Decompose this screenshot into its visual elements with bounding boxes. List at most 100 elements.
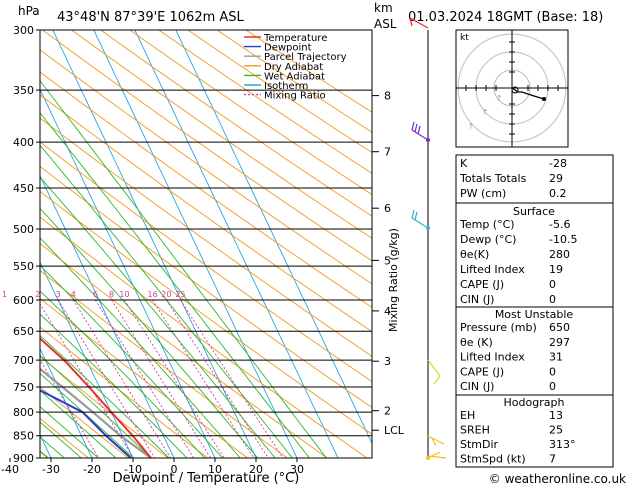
hodograph-storm-motion: [542, 97, 546, 101]
table-row-label: Lifted Index: [460, 351, 525, 364]
legend-label: Mixing Ratio: [264, 91, 326, 102]
wet-adiabat-line: [0, 30, 258, 458]
mixing-ratio-line: [181, 300, 284, 458]
table-row-value: 0: [549, 365, 556, 378]
pressure-tick-label: 500: [13, 223, 34, 236]
wind-barb-500: [412, 210, 430, 230]
table-row-label: θe(K): [460, 248, 489, 261]
km-tick-label: 3: [384, 355, 391, 368]
mixing-ratio-label: 4: [71, 290, 76, 299]
km-tick-label: 6: [384, 202, 391, 215]
wind-barb-400: [412, 122, 430, 142]
table-row-value: 0.2: [549, 187, 567, 200]
table-row-label: Lifted Index: [460, 263, 525, 276]
table-row-value: -5.6: [549, 218, 570, 231]
table-row-label: Temp (°C): [459, 218, 515, 231]
table-row-value: 7: [549, 453, 556, 466]
mixing-ratio-axis-label: Mixing Ratio (g/kg): [387, 228, 400, 332]
mixing-ratio-label: 2: [35, 290, 40, 299]
table-row-value: -28: [549, 157, 567, 170]
mixing-ratio-label: 25: [175, 290, 185, 299]
table-row-label: Totals Totals: [459, 172, 527, 185]
table-row-value: 280: [549, 248, 570, 261]
hodograph-table-title: Hodograph: [504, 396, 565, 409]
asl-unit-label: ASL: [374, 17, 397, 31]
table-row-value: 0: [549, 293, 556, 306]
km-unit-label: km: [374, 1, 393, 15]
table-row-label: CIN (J): [460, 380, 494, 393]
table-row-label: EH: [460, 409, 475, 422]
table-row-label: SREH: [460, 424, 490, 437]
mixing-ratio-line: [58, 300, 155, 458]
surface-title: Surface: [513, 205, 555, 218]
pressure-tick-label: 300: [13, 24, 34, 37]
x-axis-label: Dewpoint / Temperature (°C): [113, 471, 300, 486]
temperature-tick-label: -30: [42, 463, 60, 476]
mixing-ratio-label: 16: [148, 290, 158, 299]
hpa-unit-label: hPa: [18, 4, 40, 18]
table-row-value: 0: [549, 278, 556, 291]
temperature-tick-label: -20: [83, 463, 101, 476]
pressure-tick-label: 700: [13, 354, 34, 367]
datetime-title: 01.03.2024 18GMT (Base: 18): [408, 10, 603, 25]
pressure-tick-label: 600: [13, 294, 34, 307]
mixing-ratio-label: 3: [56, 290, 61, 299]
pressure-tick-label: 550: [13, 260, 34, 273]
dry-adiabat-line: [0, 30, 9, 458]
pressure-tick-label: 750: [13, 381, 34, 394]
footer-credit: © weatheronline.co.uk: [489, 472, 626, 486]
table-row-label: Dewp (°C): [460, 233, 516, 246]
mixing-ratio-label: 20: [161, 290, 171, 299]
pressure-tick-label: 800: [13, 406, 34, 419]
km-tick-label: 7: [384, 146, 391, 159]
table-row-label: PW (cm): [460, 187, 506, 200]
table-row-label: Pressure (mb): [460, 321, 537, 334]
table-row-label: CAPE (J): [460, 365, 504, 378]
table-row-value: 29: [549, 172, 563, 185]
table-row-value: 31: [549, 351, 563, 364]
temperature-tick-label: -40: [1, 463, 19, 476]
pressure-tick-label: 400: [13, 136, 34, 149]
km-tick-label: LCL: [384, 424, 405, 437]
mixing-ratio-label: 6: [93, 290, 98, 299]
most-unstable-title: Most Unstable: [495, 308, 574, 321]
wind-barbs: [410, 18, 446, 460]
wind-barb-900: [426, 452, 446, 460]
table-row-label: CIN (J): [460, 293, 494, 306]
wind-barb-700: [428, 360, 440, 384]
table-row-value: 297: [549, 336, 570, 349]
mixing-ratio-label: 1: [2, 290, 7, 299]
table-row-value: 25: [549, 424, 563, 437]
mixing-ratio-label: 8: [109, 290, 114, 299]
table-row-value: 13: [549, 409, 563, 422]
table-row-label: K: [460, 157, 468, 170]
table-row-value: 0: [549, 380, 556, 393]
isotherm-line: [53, 30, 256, 458]
wind-barb-850: [428, 436, 444, 446]
pressure-tick-label: 350: [13, 84, 34, 97]
mixing-ratio-label: 10: [119, 290, 129, 299]
table-row-label: StmDir: [460, 438, 499, 451]
table-row-value: 313°: [549, 438, 576, 451]
pressure-tick-label: 850: [13, 430, 34, 443]
table-row-value: 19: [549, 263, 563, 276]
stability-tables: K -28 Totals Totals 29 PW (cm) 0.2 Surface Te…: [456, 155, 613, 467]
table-row-value: -10.5: [549, 233, 577, 246]
table-row-value: 650: [549, 321, 570, 334]
isotherm-line: [0, 30, 10, 458]
table-row-label: CAPE (J): [460, 278, 504, 291]
km-tick-label: 2: [384, 405, 391, 418]
table-row-label: StmSpd (kt): [460, 453, 526, 466]
location-title: 43°48'N 87°39'E 1062m ASL: [57, 10, 245, 25]
table-row-label: θe (K): [460, 336, 493, 349]
hodograph-unit: kt: [460, 33, 469, 43]
pressure-tick-label: 450: [13, 182, 34, 195]
mixing-ratio-line: [153, 300, 254, 458]
mixing-ratio-line: [125, 300, 225, 458]
hodograph: kt ↗ ↗ ↗: [456, 30, 568, 147]
km-tick-label: 8: [384, 90, 391, 103]
